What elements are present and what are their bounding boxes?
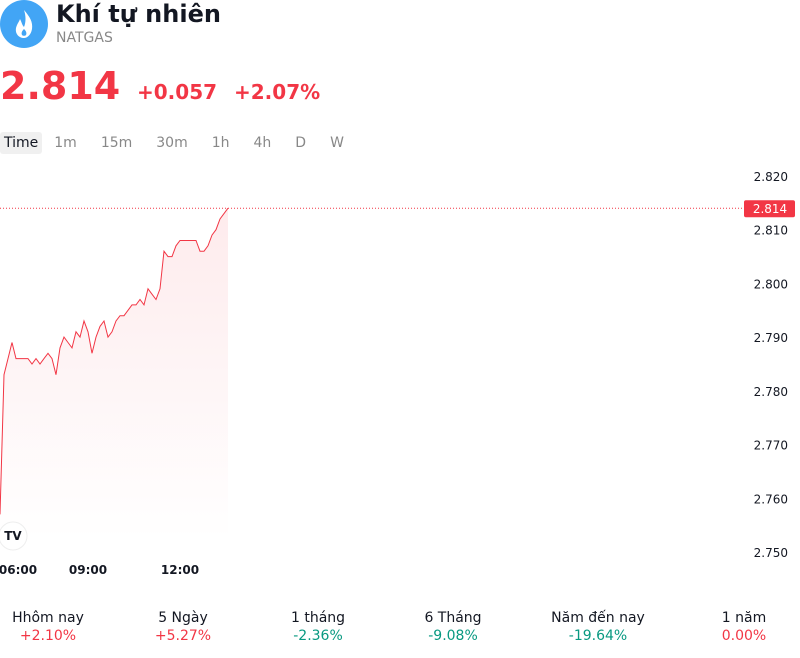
period-change: +5.27%	[154, 628, 212, 644]
period-change: +2.10%	[19, 628, 77, 644]
period-label: 1 năm	[721, 610, 767, 626]
timeframe-button[interactable]: 1h	[211, 135, 230, 151]
x-tick-label: 06:00	[0, 563, 37, 577]
last-price-box	[744, 200, 795, 218]
y-tick-label: 2.750	[754, 546, 788, 560]
svg-text:TV: TV	[4, 529, 22, 543]
chart: 2.750 2.760 2.770 2.780 2.790 2.800 2.810 2.820…	[0, 170, 795, 577]
period-change: -9.08%	[428, 628, 478, 644]
period-label: 5 Ngày	[158, 610, 208, 626]
y-tick-label: 2.760	[754, 492, 788, 506]
period-change: 0.00%	[721, 628, 767, 644]
timeframe-button[interactable]: 1m	[54, 135, 77, 151]
period[interactable]: 6 Tháng -9.08%	[383, 610, 523, 644]
y-tick-label: 2.770	[754, 439, 788, 453]
x-tick-label: 12:00	[161, 563, 199, 577]
last-price-label: 2.814	[753, 202, 787, 216]
title: Khí tự nhiên	[56, 0, 221, 28]
period-label: Hhôm nay	[12, 610, 84, 626]
y-tick-label: 2.790	[754, 331, 788, 345]
price: 2.814	[0, 64, 121, 108]
period-label: Năm đến nay	[551, 610, 645, 626]
y-tick-label: 2.800	[754, 277, 788, 291]
y-tick-label: 2.780	[754, 385, 788, 399]
timeframes: Time 1m 15m 30m 1h 4h D W	[0, 132, 360, 154]
period[interactable]: 1 tháng -2.36%	[248, 610, 388, 644]
symbol: NATGAS	[56, 30, 113, 46]
period[interactable]: Hhôm nay +2.10%	[0, 610, 118, 644]
period-label: 1 tháng	[290, 610, 346, 626]
timeframe-button[interactable]: D	[295, 135, 307, 151]
timeframe-button[interactable]: 15m	[100, 135, 133, 151]
tv-logo: TV	[0, 521, 28, 551]
period-change: -19.64%	[568, 628, 628, 644]
period[interactable]: 5 Ngày +5.27%	[113, 610, 253, 644]
icon	[0, 0, 48, 48]
timeframe-button[interactable]: 30m	[156, 135, 188, 151]
timeframe-button[interactable]: 4h	[253, 135, 272, 151]
periods: Hhôm nay +2.10% 5 Ngày +5.27% 1 tháng -2.36% 6…	[0, 610, 800, 650]
period[interactable]: 1 năm 0.00%	[674, 610, 800, 644]
change: +0.057	[137, 80, 218, 104]
period-label: 6 Tháng	[424, 610, 482, 626]
period-change: -2.36%	[293, 628, 343, 644]
period[interactable]: Năm đến nay -19.64%	[528, 610, 668, 644]
timeframe-button[interactable]: Time	[0, 132, 43, 154]
price-line	[0, 207, 229, 515]
y-tick-label: 2.820	[754, 170, 788, 184]
x-tick-label: 09:00	[69, 563, 107, 577]
timeframe-button[interactable]: W	[330, 135, 344, 151]
area	[0, 208, 228, 540]
y-tick-label: 2.810	[754, 224, 788, 238]
change-percent: +2.07%	[234, 80, 321, 104]
